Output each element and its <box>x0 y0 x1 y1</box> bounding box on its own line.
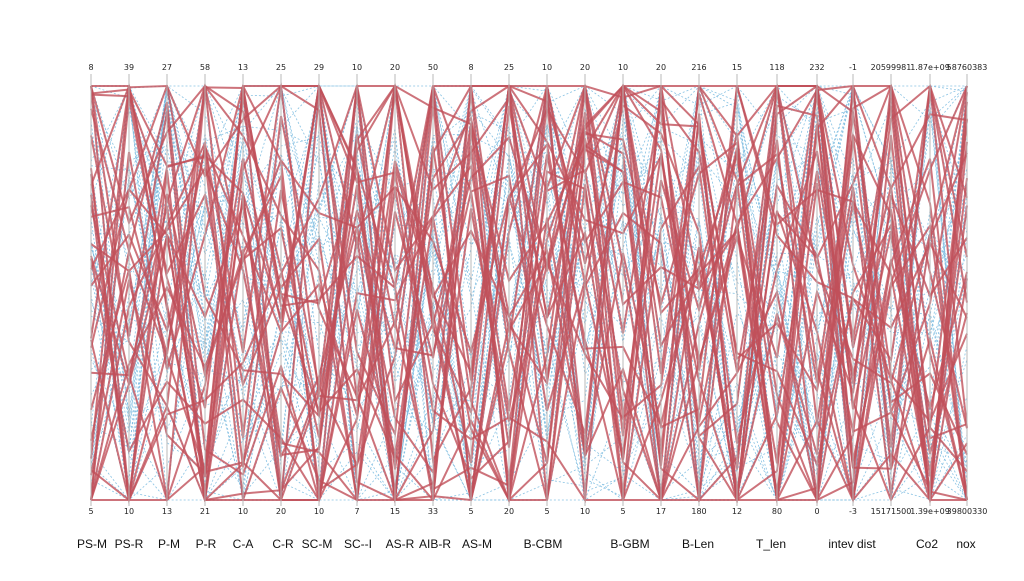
series-1-line-15 <box>90 85 968 502</box>
axis-label-20: intev dist <box>828 537 876 551</box>
series-1-line-14 <box>90 85 968 502</box>
axis-max-tick-7: 10 <box>352 63 362 72</box>
series-1-line-13 <box>90 105 968 501</box>
axis-min-tick-11: 20 <box>504 507 514 516</box>
axis-label-23: nox <box>956 537 975 551</box>
axis-max-tick-18: 118 <box>769 63 784 72</box>
axis-max-tick-13: 20 <box>580 63 590 72</box>
axis-max-tick-21: 20599981 <box>871 63 912 72</box>
red-polylines <box>90 82 968 504</box>
axis-min-tick-16: 180 <box>691 507 706 516</box>
series-1-line-32 <box>90 85 968 502</box>
axis-min-tick-5: 20 <box>276 507 286 516</box>
axis-min-tick-10: 5 <box>468 507 473 516</box>
series-0-line-30 <box>90 85 968 501</box>
axis-max-tick-5: 25 <box>276 63 286 72</box>
axis-min-tick-0: 5 <box>88 507 93 516</box>
axis-min-tick-12: 5 <box>544 507 549 516</box>
axis-max-tick-16: 216 <box>691 63 706 72</box>
series-1-line-35 <box>90 84 968 502</box>
axis-max-tick-15: 20 <box>656 63 666 72</box>
axis-label-7: SC--I <box>344 537 372 551</box>
axis-min-tick-20: -3 <box>849 507 857 516</box>
axis-label-2: P-M <box>158 537 180 551</box>
axis-label-18: T_len <box>756 537 786 551</box>
series-0-line-20 <box>90 84 968 504</box>
series-0-line-22 <box>91 82 968 501</box>
axis-label-5: C-R <box>272 537 294 551</box>
axis-min-tick-3: 21 <box>200 507 210 516</box>
axis-min-tick-15: 17 <box>656 507 666 516</box>
axis-min-tick-23: 39800330 <box>947 507 988 516</box>
axis-label-4: C-A <box>233 537 254 551</box>
axis-min-tick-19: 0 <box>814 507 819 516</box>
axis-min-tick-2: 13 <box>162 507 172 516</box>
axis-min-tick-6: 10 <box>314 507 324 516</box>
series-0-line-31 <box>90 86 968 504</box>
axis-max-tick-22: 1.87e+09 <box>910 63 950 72</box>
series-0-line-26 <box>90 82 968 504</box>
axis-label-22: Co2 <box>916 537 938 551</box>
axis-max-tick-12: 10 <box>542 63 552 72</box>
series-0-line-13 <box>90 83 968 501</box>
axis-label-14: B-GBM <box>610 537 649 551</box>
series-0-line-15 <box>90 83 968 502</box>
axis-min-tick-4: 10 <box>238 507 248 516</box>
axis-min-tick-21: 15171500 <box>871 507 912 516</box>
series-0-line-29 <box>90 84 968 503</box>
series-1-line-4 <box>90 84 968 501</box>
axis-label-10: AS-M <box>462 537 492 551</box>
axis-label-6: SC-M <box>302 537 333 551</box>
axis-max-tick-6: 29 <box>314 63 324 72</box>
axis-label-12: B-CBM <box>524 537 563 551</box>
axis-label-16: B-Len <box>682 537 714 551</box>
axis-min-tick-22: 1.39e+09 <box>910 507 950 516</box>
axis-max-tick-2: 27 <box>162 63 172 72</box>
axis-max-tick-23: 58760383 <box>947 63 988 72</box>
axis-max-tick-4: 13 <box>238 63 248 72</box>
series-1-line-24 <box>90 85 968 501</box>
axis-max-tick-1: 39 <box>124 63 134 72</box>
axis-min-tick-18: 80 <box>772 507 782 516</box>
series-0-line-33 <box>90 85 968 501</box>
series-0-line-32 <box>90 85 968 504</box>
series-0-line-16 <box>90 85 968 501</box>
axis-max-tick-19: 232 <box>809 63 824 72</box>
series-0-line-21 <box>90 84 968 501</box>
axis-label-3: P-R <box>196 537 217 551</box>
axes: 85PS-M3910PS-R2713P-M5821P-R1310C-A2520C… <box>77 63 987 551</box>
axis-label-1: PS-R <box>115 537 144 551</box>
axis-min-tick-17: 12 <box>732 507 742 516</box>
series-0-line-25 <box>90 85 968 503</box>
axis-max-tick-8: 20 <box>390 63 400 72</box>
axis-min-tick-14: 5 <box>620 507 625 516</box>
axis-min-tick-8: 15 <box>390 507 400 516</box>
axis-max-tick-3: 58 <box>200 63 210 72</box>
axis-max-tick-17: 15 <box>732 63 742 72</box>
axis-min-tick-13: 10 <box>580 507 590 516</box>
series-0-line-23 <box>91 84 968 501</box>
axis-min-tick-9: 33 <box>428 507 438 516</box>
axis-min-tick-7: 7 <box>354 507 359 516</box>
axis-max-tick-10: 8 <box>468 63 473 72</box>
axis-min-tick-1: 10 <box>124 507 134 516</box>
axis-label-9: AIB-R <box>419 537 451 551</box>
axis-max-tick-11: 25 <box>504 63 514 72</box>
axis-max-tick-9: 50 <box>428 63 438 72</box>
axis-max-tick-0: 8 <box>88 63 93 72</box>
axis-max-tick-14: 10 <box>618 63 628 72</box>
axis-label-8: AS-R <box>386 537 415 551</box>
axis-label-0: PS-M <box>77 537 107 551</box>
series-1-line-0 <box>90 85 968 501</box>
axis-max-tick-20: -1 <box>849 63 857 72</box>
series-1-line-43 <box>90 85 968 502</box>
